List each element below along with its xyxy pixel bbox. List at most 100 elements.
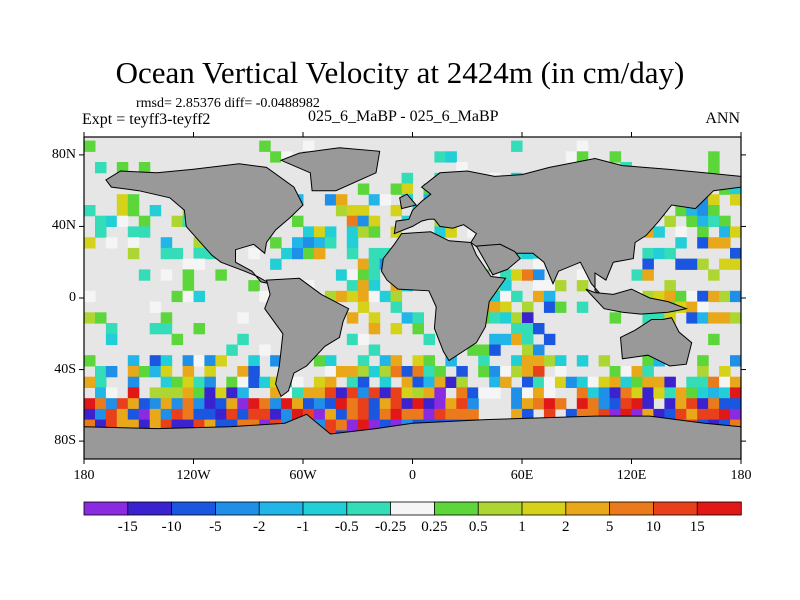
field-cell	[105, 408, 118, 421]
field-cell	[598, 387, 611, 399]
x-tick-label: 120E	[616, 468, 647, 483]
field-cell	[511, 408, 523, 421]
field-cell	[324, 290, 337, 303]
field-cell	[401, 366, 414, 378]
field-cell	[576, 376, 589, 388]
field-cell	[215, 387, 227, 399]
field-cell	[609, 398, 622, 410]
field-cell	[543, 398, 556, 410]
field-cell	[456, 366, 468, 378]
field-cell	[182, 408, 195, 421]
field-cell	[248, 398, 260, 410]
field-cell	[533, 366, 545, 378]
field-cell	[719, 290, 731, 303]
field-cell	[127, 205, 140, 217]
field-cell	[160, 366, 173, 378]
field-cell	[423, 355, 435, 367]
field-cell	[719, 312, 731, 324]
field-cell	[204, 398, 216, 410]
field-cell	[642, 290, 654, 303]
field-cell	[675, 408, 687, 421]
landmass-antarctica	[84, 413, 741, 459]
field-cell	[730, 194, 741, 206]
field-cell	[664, 215, 676, 227]
field-cell	[346, 376, 359, 388]
field-cell	[598, 398, 611, 410]
field-cell	[456, 162, 468, 174]
field-cell	[324, 194, 337, 206]
field-cell	[686, 376, 698, 388]
field-cell	[609, 387, 622, 399]
field-cell	[248, 280, 260, 292]
field-cell	[160, 323, 173, 335]
field-cell	[160, 398, 173, 410]
field-cell	[368, 398, 381, 410]
field-cell	[730, 355, 741, 367]
field-cell	[500, 290, 512, 303]
field-cell	[270, 237, 282, 249]
colorbar-label: -10	[161, 519, 182, 535]
field-cell	[642, 247, 654, 260]
field-cell	[697, 366, 709, 378]
field-cell	[84, 290, 96, 303]
field-cell	[105, 398, 118, 410]
field-cell	[434, 387, 446, 399]
field-cell	[543, 333, 556, 346]
field-cell	[412, 323, 424, 335]
field-cell	[598, 355, 611, 367]
field-cell	[719, 408, 731, 421]
field-cell	[565, 151, 578, 163]
field-cell	[335, 290, 348, 303]
field-cell	[445, 398, 457, 410]
field-cell	[730, 398, 741, 410]
field-cell	[708, 205, 720, 217]
field-cell	[423, 376, 435, 388]
field-cell	[653, 312, 665, 324]
field-cell	[642, 408, 654, 421]
field-cell	[533, 280, 545, 292]
field-cell	[489, 366, 501, 378]
field-cell	[390, 205, 403, 217]
case-label: 025_6_MaBP - 025_6_MaBP	[308, 108, 499, 125]
field-cell	[193, 290, 205, 303]
field-cell	[237, 312, 249, 324]
field-cell	[368, 290, 381, 303]
field-cell	[324, 387, 337, 399]
field-cell	[719, 258, 731, 270]
field-cell	[533, 258, 545, 270]
field-cell	[204, 376, 216, 388]
field-cell	[237, 333, 249, 346]
field-cell	[543, 290, 556, 303]
field-cell	[434, 151, 446, 163]
field-cell	[576, 398, 589, 410]
field-cell	[434, 366, 446, 378]
field-cell	[270, 387, 282, 399]
field-cell	[697, 398, 709, 410]
field-cell	[653, 376, 665, 388]
field-cell	[368, 312, 381, 324]
field-cell	[708, 312, 720, 324]
field-cell	[204, 419, 216, 431]
field-cell	[708, 333, 720, 346]
field-cell	[730, 183, 741, 195]
field-cell	[84, 205, 96, 217]
field-cell	[171, 419, 184, 431]
colorbar-label: -5	[209, 519, 222, 535]
colorbar-swatch	[696, 501, 742, 516]
field-cell	[84, 419, 96, 431]
field-cell	[313, 376, 326, 388]
field-cell	[149, 387, 162, 399]
field-cell	[270, 151, 282, 163]
field-cell	[149, 205, 162, 217]
field-cell	[587, 387, 600, 399]
field-cell	[664, 387, 676, 399]
field-cell	[620, 376, 632, 388]
field-cell	[160, 355, 173, 367]
field-cell	[576, 301, 589, 313]
field-cell	[434, 226, 446, 238]
field-cell	[368, 247, 381, 260]
field-cell	[116, 194, 129, 206]
field-cell	[379, 387, 392, 399]
field-cell	[565, 408, 578, 421]
